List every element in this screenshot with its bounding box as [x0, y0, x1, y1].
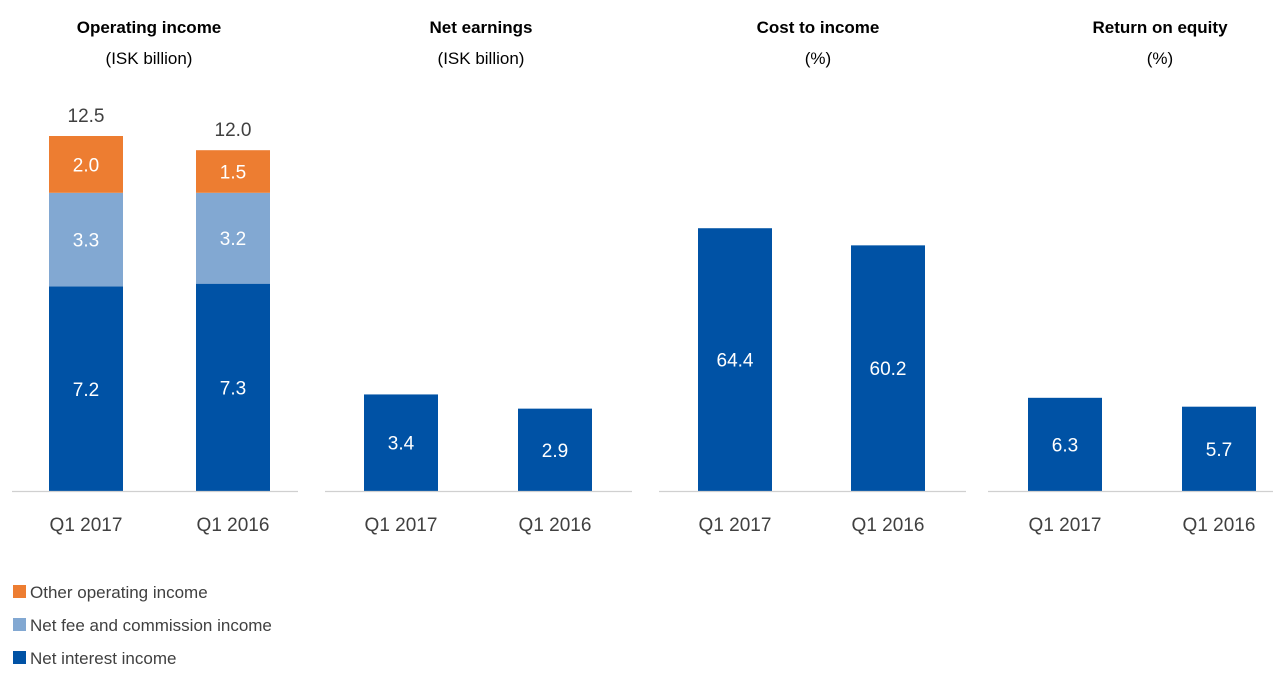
bar — [698, 228, 772, 491]
chart-title: Operating income — [77, 18, 222, 37]
legend-label: Net interest income — [30, 649, 176, 668]
x-tick-label: Q1 2017 — [1029, 515, 1102, 536]
data-label: 64.4 — [717, 351, 754, 372]
legend-swatch — [13, 585, 26, 598]
bar-segment — [49, 286, 123, 491]
bar-segment — [196, 150, 270, 193]
data-label: 1.5 — [220, 163, 246, 184]
x-tick-label: Q1 2016 — [1183, 515, 1256, 536]
data-label: 2.0 — [73, 155, 99, 176]
bar — [518, 408, 592, 491]
legend: Other operating income Net fee and commis… — [13, 583, 272, 668]
bar-segment — [49, 192, 123, 287]
chart-subtitle: (%) — [805, 49, 831, 68]
data-label: 7.2 — [73, 380, 99, 401]
bar — [851, 245, 925, 491]
legend-item: Net interest income — [13, 649, 176, 668]
x-tick-label: Q1 2017 — [699, 515, 772, 536]
x-tick-label: Q1 2017 — [50, 515, 123, 536]
data-label: 3.4 — [388, 434, 415, 455]
bar — [364, 394, 438, 491]
chart-title: Net earnings — [430, 18, 533, 37]
bar-segment — [196, 283, 270, 491]
legend-item: Net fee and commission income — [13, 616, 272, 635]
data-label: 60.2 — [870, 359, 907, 380]
chart-subtitle: (ISK billion) — [438, 49, 525, 68]
data-label: 3.3 — [73, 231, 99, 252]
x-tick-label: Q1 2016 — [197, 515, 270, 536]
legend-item: Other operating income — [13, 583, 208, 602]
data-label: 6.3 — [1052, 435, 1078, 456]
bar — [1182, 406, 1256, 491]
chart-panel-4: Return on equity (%) 6.3 Q1 2017 5.7 Q1 2016 — [988, 18, 1273, 536]
chart-panel-1: Operating income (ISK billion) 7.2 3.3 2.0 12… — [12, 18, 298, 536]
chart-title: Return on equity — [1092, 18, 1228, 37]
total-label: 12.0 — [215, 120, 252, 141]
total-label: 12.5 — [68, 106, 105, 127]
chart-subtitle: (%) — [1147, 49, 1173, 68]
legend-label: Other operating income — [30, 583, 208, 602]
legend-swatch — [13, 618, 26, 631]
chart-title: Cost to income — [757, 18, 880, 37]
chart-panel-2: Net earnings (ISK billion) 3.4 Q1 2017 2.9 Q1… — [325, 18, 632, 536]
bar — [1028, 397, 1102, 491]
bar-segment — [196, 192, 270, 284]
x-tick-label: Q1 2016 — [519, 515, 592, 536]
legend-swatch — [13, 651, 26, 664]
data-label: 2.9 — [542, 441, 568, 462]
bar-segment — [49, 136, 123, 193]
legend-label: Net fee and commission income — [30, 616, 272, 635]
chart-subtitle: (ISK billion) — [106, 49, 193, 68]
data-label: 3.2 — [220, 229, 246, 250]
data-label: 7.3 — [220, 378, 246, 399]
chart-panel-3: Cost to income (%) 64.4 Q1 2017 60.2 Q1 2016 — [659, 18, 966, 536]
chart-panels: Operating income (ISK billion) 7.2 3.3 2.0 12… — [12, 18, 1273, 536]
data-label: 5.7 — [1206, 440, 1232, 461]
x-tick-label: Q1 2017 — [365, 515, 438, 536]
x-tick-label: Q1 2016 — [852, 515, 925, 536]
